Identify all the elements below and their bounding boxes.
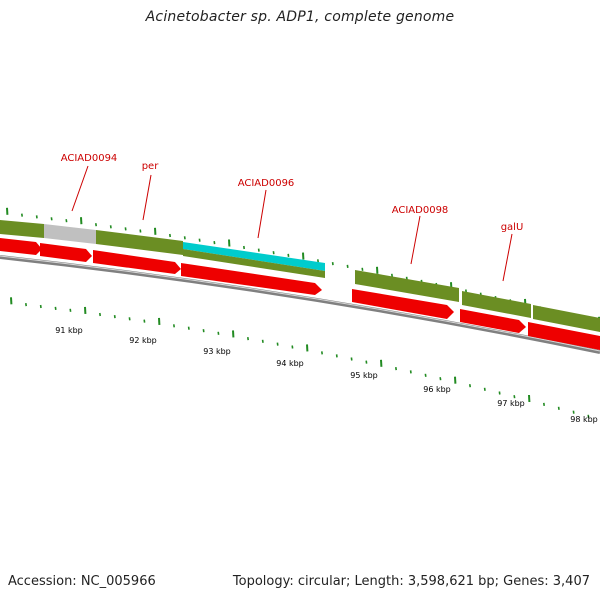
scale-label-96kbp: 96 kbp bbox=[423, 385, 451, 394]
feature-bar-per[interactable] bbox=[96, 230, 183, 255]
gene-arrow-1[interactable] bbox=[0, 238, 42, 255]
feature-bar-aciad0096-highlight[interactable] bbox=[183, 242, 325, 271]
scale-label-93kbp: 93 kbp bbox=[203, 347, 231, 356]
gene-arrow-5[interactable] bbox=[352, 289, 454, 319]
gene-label-aciad0098[interactable]: ACIAD0098 bbox=[392, 205, 449, 216]
genome-backbone bbox=[0, 255, 600, 354]
gene-arrow-4[interactable] bbox=[181, 263, 322, 295]
gene-label-aciad0094[interactable]: ACIAD0094 bbox=[61, 153, 118, 164]
gene-arrow-7[interactable] bbox=[528, 322, 600, 350]
gene-label-per[interactable]: per bbox=[142, 161, 160, 172]
gene-label-aciad0096[interactable]: ACIAD0096 bbox=[238, 178, 295, 189]
leader-line-per bbox=[142, 174, 152, 221]
feature-bar-aciad0094[interactable] bbox=[44, 224, 96, 244]
gene-arrow-6[interactable] bbox=[460, 309, 526, 333]
leader-line-aciad0096 bbox=[257, 189, 267, 239]
leader-line-aciad0098 bbox=[410, 215, 421, 265]
leader-line-aciad0094 bbox=[71, 165, 89, 212]
scale-label-92kbp: 92 kbp bbox=[129, 336, 157, 345]
genome-summary-text: Topology: circular; Length: 3,598,621 bp… bbox=[232, 574, 590, 589]
genome-title: Acinetobacter sp. ADP1, complete genome bbox=[145, 9, 455, 25]
scale-label-95kbp: 95 kbp bbox=[350, 371, 378, 380]
feature-bar-next[interactable] bbox=[533, 305, 600, 332]
leader-line-galu bbox=[502, 233, 513, 282]
accession-text: Accession: NC_005966 bbox=[8, 574, 156, 589]
scale-label-94kbp: 94 kbp bbox=[276, 359, 304, 368]
gene-arrow-3[interactable] bbox=[93, 250, 181, 274]
feature-bar-aciad0096[interactable] bbox=[183, 249, 325, 278]
scale-label-97kbp: 97 kbp bbox=[497, 399, 525, 408]
feature-bar-aciad0093[interactable] bbox=[0, 220, 44, 238]
gene-arrow-2[interactable] bbox=[40, 243, 92, 262]
gene-label-galu[interactable]: galU bbox=[501, 222, 524, 233]
feature-bar-aciad0098[interactable] bbox=[355, 270, 459, 302]
scale-label-98kbp: 98 kbp bbox=[570, 415, 598, 424]
genome-backbone-highlight bbox=[0, 255, 600, 352]
scale-label-91kbp: 91 kbp bbox=[55, 326, 83, 335]
feature-bar-galu[interactable] bbox=[462, 291, 531, 318]
lower-tick-row bbox=[10, 297, 590, 418]
